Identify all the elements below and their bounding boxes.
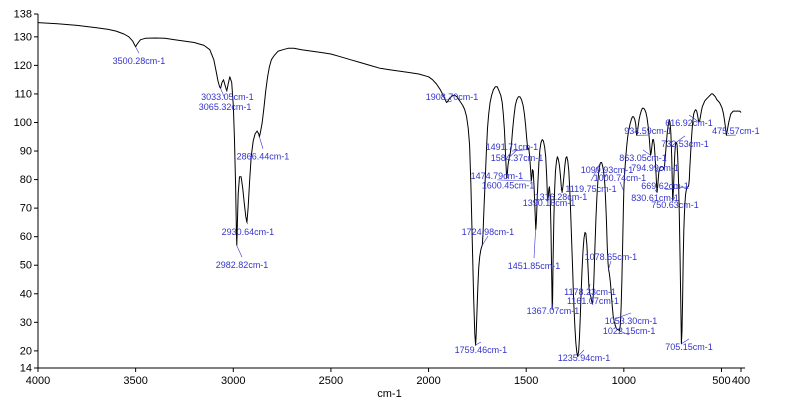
y-tick-label: 110	[14, 88, 32, 100]
peak-label: 794.99cm-1	[631, 163, 679, 173]
x-tick-label: 1500	[514, 375, 538, 387]
peak-label: 2982.82cm-1	[216, 260, 269, 270]
peak-label: 750.63cm-1	[651, 200, 699, 210]
peak-label: 1316.28cm-1	[535, 192, 588, 202]
peak-leader-line	[664, 186, 689, 191]
peak-label: 475.57cm-1	[712, 126, 760, 136]
y-tick-label: 120	[14, 60, 32, 72]
x-axis-title: cm-1	[377, 388, 402, 400]
peak-leader-line	[135, 46, 140, 54]
peak-label: 1451.85cm-1	[508, 261, 561, 271]
y-tick-label: 70	[20, 203, 32, 215]
peak-label: 1053.30cm-1	[605, 316, 658, 326]
peak-label: 863.05cm-1	[619, 153, 667, 163]
peak-leader-line	[588, 284, 591, 290]
y-tick-label: 50	[20, 260, 32, 272]
peak-leader-line	[506, 177, 509, 179]
peak-label: 616.92cm-1	[665, 118, 713, 128]
x-tick-label: 2000	[416, 375, 440, 387]
peak-label: 1474.79cm-1	[471, 171, 524, 181]
peak-label: 3065.32cm-1	[199, 102, 252, 112]
peak-leader-line	[533, 229, 536, 259]
peak-leader-line	[675, 135, 686, 143]
peak-label: 1078.65cm-1	[585, 252, 638, 262]
y-tick-label: 40	[20, 288, 32, 300]
x-tick-label: 500	[712, 375, 730, 387]
x-tick-label: 1000	[612, 375, 636, 387]
peak-label: 732.53cm-1	[661, 139, 709, 149]
x-tick-label: 3500	[123, 375, 147, 387]
y-tick-label: 138	[14, 9, 32, 21]
peak-label: 1584.37cm-1	[491, 153, 544, 163]
peak-leader-line	[226, 88, 228, 92]
peak-label: 705.15cm-1	[665, 342, 713, 352]
peak-label: 3033.05cm-1	[201, 92, 254, 102]
peak-leader-line	[688, 114, 699, 123]
peak-leader-line	[475, 341, 482, 346]
peak-leader-line	[608, 260, 612, 270]
peak-leader-line	[672, 196, 676, 202]
peak-label: 1161.07cm-1	[567, 296, 619, 306]
peak-label: 1759.46cm-1	[455, 345, 508, 355]
y-tick-label: 130	[14, 31, 32, 43]
y-tick-label: 100	[14, 117, 32, 129]
peak-label: 1000.74cm-1	[594, 173, 647, 183]
peak-leader-line	[590, 162, 601, 182]
peak-label: 830.61cm-1	[631, 193, 679, 203]
peak-label: 1390.16cm-1	[523, 198, 576, 208]
peak-leader-line	[496, 179, 532, 182]
peak-leader-line	[619, 330, 630, 336]
peak-leader-line	[482, 235, 489, 246]
x-tick-label: 400	[732, 375, 750, 387]
peak-leader-line	[511, 149, 528, 152]
x-tick-label: 2500	[319, 375, 343, 387]
peak-leader-line	[560, 188, 563, 193]
peak-label: 934.59cm-1	[624, 126, 672, 136]
peak-label: 1724.98cm-1	[462, 227, 515, 237]
peak-leader-line	[220, 88, 226, 100]
peak-label: 1491.71cm-1	[486, 142, 539, 152]
peak-leader-line	[509, 149, 518, 157]
peak-label: 1367.07cm-1	[527, 306, 580, 316]
peak-leader-line	[246, 222, 249, 225]
peak-label: 1178.23cm-1	[564, 287, 616, 297]
peak-label: 1235.94cm-1	[558, 353, 611, 363]
y-tick-label: 14	[20, 363, 32, 375]
y-tick-label: 20	[20, 345, 32, 357]
peak-label: 1119.75cm-1	[565, 184, 616, 194]
peak-leader-line	[446, 100, 453, 103]
peak-leader-line	[604, 173, 608, 179]
peak-leader-line	[613, 312, 632, 320]
peak-label: 3500.28cm-1	[113, 56, 166, 66]
peak-leader-line	[681, 338, 690, 344]
peak-leader-line	[577, 349, 585, 357]
peak-leader-line	[619, 181, 624, 192]
peak-leader-line	[655, 169, 664, 173]
peak-label: 1600.45cm-1	[482, 180, 535, 190]
x-tick-label: 3000	[221, 375, 245, 387]
peak-label: 2866.44cm-1	[237, 152, 290, 162]
peak-label: 1099.93cm-1	[581, 165, 634, 175]
peak-label: 669.62cm-1	[641, 181, 689, 191]
peak-label: 1908.70cm-1	[426, 92, 479, 102]
spectrum-line	[37, 22, 742, 358]
peak-leader-line	[592, 303, 594, 306]
y-tick-label: 60	[20, 231, 32, 243]
peak-leader-line	[642, 149, 651, 156]
y-tick-label: 90	[20, 146, 32, 158]
y-tick-label: 80	[20, 174, 32, 186]
peak-label: 1022.15cm-1	[603, 326, 656, 336]
y-tick-label: 30	[20, 317, 32, 329]
peak-label: 2930.64cm-1	[222, 227, 275, 237]
peak-leader-line	[259, 136, 264, 149]
peak-leader-line	[236, 245, 243, 258]
peak-leader-line	[654, 189, 658, 193]
peak-leader-line	[547, 194, 550, 202]
x-tick-label: 4000	[26, 375, 50, 387]
peak-leader-line	[551, 302, 554, 310]
